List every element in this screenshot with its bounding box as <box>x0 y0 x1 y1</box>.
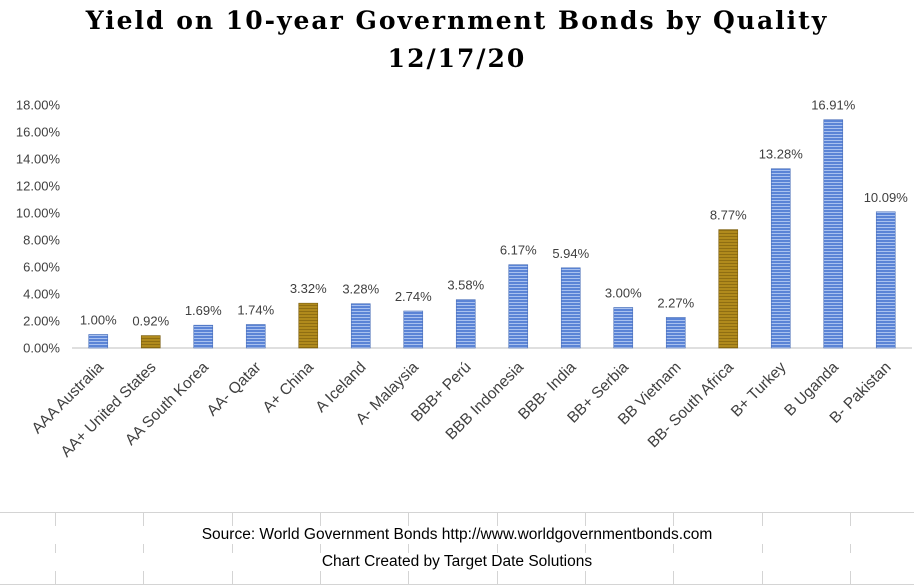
category-label: A+ China <box>260 359 318 417</box>
data-label: 1.74% <box>237 303 274 318</box>
data-label: 2.27% <box>657 295 694 310</box>
bar <box>718 229 739 349</box>
y-tick-label: 0.00% <box>23 341 60 356</box>
bar <box>88 334 109 349</box>
bar <box>665 317 686 349</box>
y-tick-label: 16.00% <box>16 125 61 140</box>
data-label: 1.00% <box>80 313 117 328</box>
bar <box>875 211 896 349</box>
y-tick-label: 10.00% <box>16 206 61 221</box>
data-label: 2.74% <box>395 289 432 304</box>
bar <box>193 324 214 349</box>
data-label: 3.58% <box>447 278 484 293</box>
bar <box>350 303 371 349</box>
chart-title: Yield on 10-year Government Bonds by Qua… <box>85 6 829 35</box>
bar <box>140 335 161 349</box>
bar <box>770 168 791 349</box>
bar <box>560 267 581 349</box>
chart-subtitle: 12/17/20 <box>387 44 527 73</box>
y-tick-label: 4.00% <box>23 287 60 302</box>
bar <box>298 302 319 349</box>
y-tick-label: 12.00% <box>16 179 61 194</box>
bar <box>823 119 844 349</box>
data-label: 3.32% <box>290 281 327 296</box>
data-label: 16.91% <box>811 98 856 113</box>
y-tick-label: 18.00% <box>16 98 61 113</box>
category-label: AA+ United States <box>58 359 160 461</box>
bar <box>613 307 634 349</box>
spreadsheet-grid: Source: World Government Bonds http://ww… <box>0 512 914 585</box>
source-note: Source: World Government Bonds http://ww… <box>0 526 914 544</box>
bar <box>403 310 424 349</box>
data-label: 13.28% <box>759 147 804 162</box>
category-label: B+ Turkey <box>728 359 790 421</box>
data-label: 3.28% <box>342 282 379 297</box>
data-label: 0.92% <box>132 314 169 329</box>
category-label: AA- Qatar <box>204 359 265 420</box>
data-label: 10.09% <box>864 190 909 205</box>
y-tick-label: 2.00% <box>23 314 60 329</box>
plot-area: 0.00% 2.00% 4.00% 6.00% 8.00% 10.00% 12.00% 14.… <box>16 98 912 461</box>
y-tick-label: 14.00% <box>16 152 61 167</box>
bar <box>455 299 476 349</box>
y-tick-label: 8.00% <box>23 233 60 248</box>
y-tick-label: 6.00% <box>23 260 60 275</box>
data-label: 3.00% <box>605 286 642 301</box>
data-label: 8.77% <box>710 208 747 223</box>
data-label: 5.94% <box>552 246 589 261</box>
data-label: 1.69% <box>185 303 222 318</box>
data-label: 6.17% <box>500 243 537 258</box>
bar <box>508 264 529 349</box>
credit-note: Chart Created by Target Date Solutions <box>0 553 914 571</box>
chart: Yield on 10-year Government Bonds by Qua… <box>16 6 912 461</box>
bar <box>245 324 266 349</box>
